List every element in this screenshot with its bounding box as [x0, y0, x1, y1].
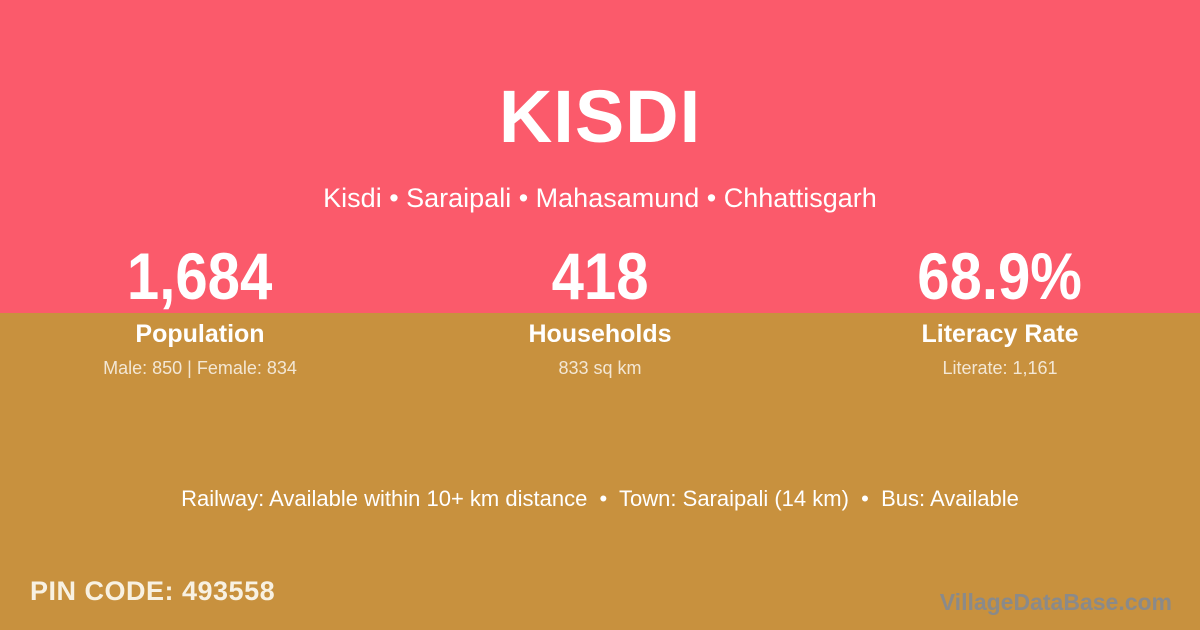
breadcrumb: Kisdi • Saraipali • Mahasamund • Chhatti… [323, 183, 877, 213]
pin-code: PIN CODE: 493558 [30, 576, 276, 606]
households-label: Households [528, 320, 672, 348]
watermark-site-name: VillageDataBase.com [939, 589, 1172, 615]
households-value: 418 [551, 239, 649, 313]
stats-row: 1,684 Population Male: 850 | Female: 834… [0, 243, 1200, 380]
population-detail: Male: 850 | Female: 834 [103, 358, 297, 378]
literacy-value: 68.9% [917, 239, 1083, 313]
stat-population: 1,684 Population Male: 850 | Female: 834 [0, 243, 400, 380]
header-band [0, 0, 1200, 313]
stat-households: 418 Households 833 sq km [400, 243, 800, 380]
literacy-detail: Literate: 1,161 [942, 358, 1058, 378]
population-label: Population [135, 320, 265, 348]
literacy-label: Literacy Rate [921, 320, 1079, 348]
transport-availability-line: Railway: Available within 10+ km distanc… [181, 486, 1019, 511]
population-value: 1,684 [127, 239, 273, 313]
stat-literacy: 68.9% Literacy Rate Literate: 1,161 [800, 243, 1200, 380]
page-title: KISDI [498, 75, 702, 158]
households-detail: 833 sq km [558, 358, 642, 378]
